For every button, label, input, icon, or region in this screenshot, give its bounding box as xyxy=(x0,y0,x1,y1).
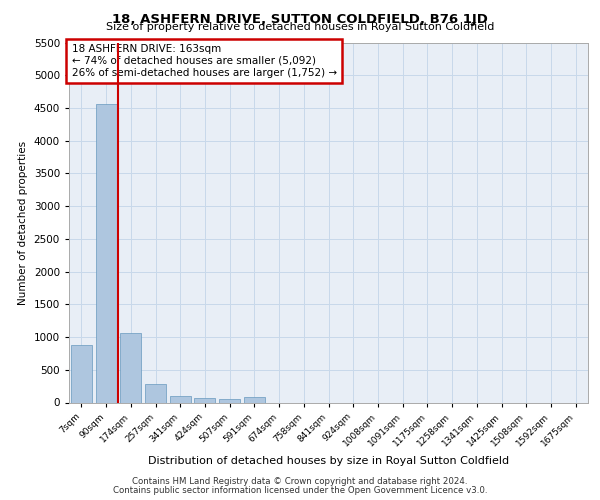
Bar xyxy=(244,398,265,402)
Bar xyxy=(219,399,240,402)
X-axis label: Distribution of detached houses by size in Royal Sutton Coldfield: Distribution of detached houses by size … xyxy=(148,456,509,466)
Text: Contains HM Land Registry data © Crown copyright and database right 2024.: Contains HM Land Registry data © Crown c… xyxy=(132,477,468,486)
Text: Contains public sector information licensed under the Open Government Licence v3: Contains public sector information licen… xyxy=(113,486,487,495)
Text: Size of property relative to detached houses in Royal Sutton Coldfield: Size of property relative to detached ho… xyxy=(106,22,494,32)
Text: 18, ASHFERN DRIVE, SUTTON COLDFIELD, B76 1JD: 18, ASHFERN DRIVE, SUTTON COLDFIELD, B76… xyxy=(112,12,488,26)
Bar xyxy=(95,104,116,403)
Y-axis label: Number of detached properties: Number of detached properties xyxy=(18,140,28,304)
Bar xyxy=(120,333,141,402)
Bar xyxy=(145,384,166,402)
Text: 18 ASHFERN DRIVE: 163sqm
← 74% of detached houses are smaller (5,092)
26% of sem: 18 ASHFERN DRIVE: 163sqm ← 74% of detach… xyxy=(71,44,337,78)
Bar xyxy=(170,396,191,402)
Bar xyxy=(194,398,215,402)
Bar xyxy=(71,345,92,403)
